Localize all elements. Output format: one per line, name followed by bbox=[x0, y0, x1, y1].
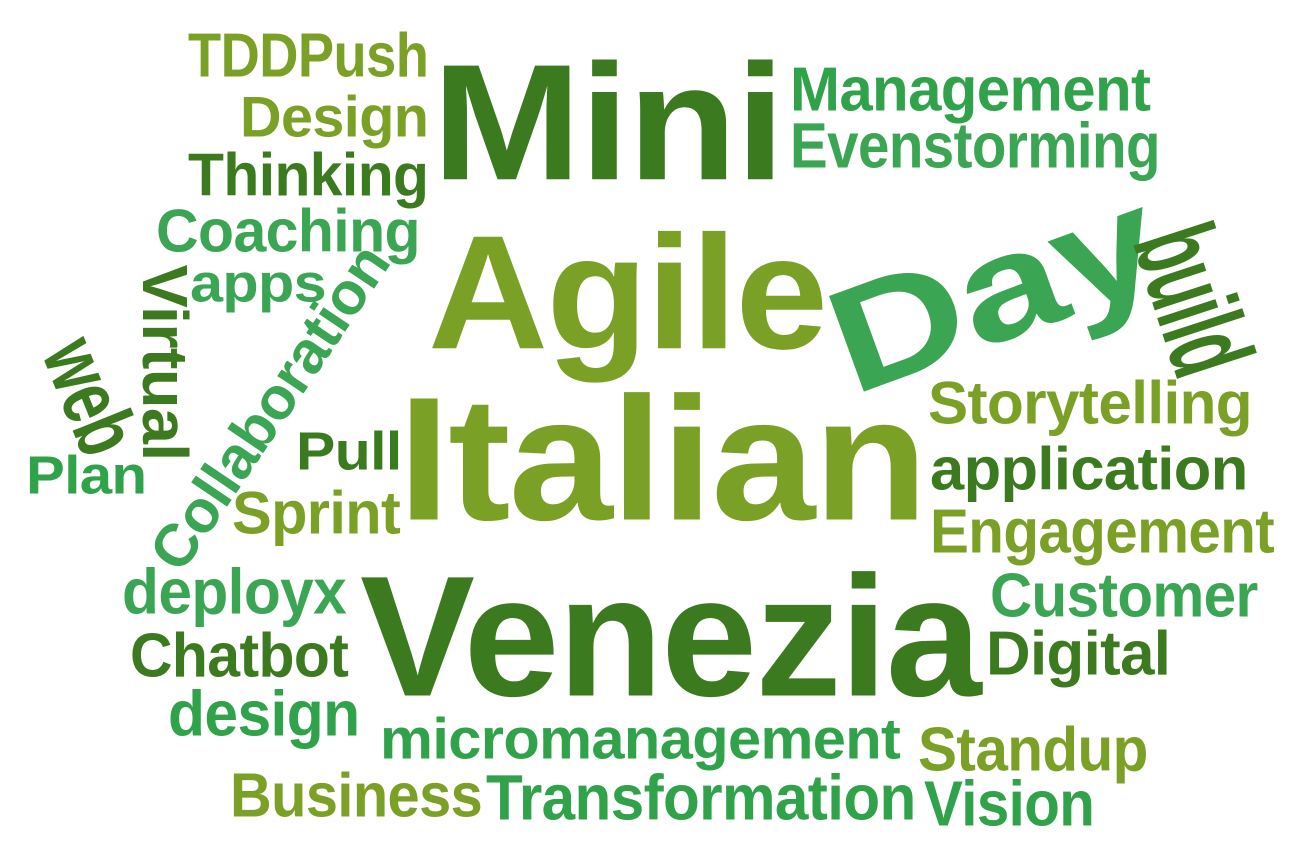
word-design1: Design bbox=[240, 84, 429, 149]
word-mini: Mini bbox=[432, 29, 785, 215]
word-evenstorming: Evenstorming bbox=[790, 110, 1161, 182]
word-business: Business bbox=[230, 760, 483, 830]
word-storytelling: Storytelling bbox=[928, 370, 1253, 437]
word-vision: Vision bbox=[924, 768, 1095, 840]
word-pull: Pull bbox=[296, 422, 402, 482]
word-management: Management bbox=[790, 54, 1151, 124]
word-design2: design bbox=[168, 678, 360, 750]
word-standup: Standup bbox=[918, 714, 1148, 784]
word-venezia: Venezia bbox=[360, 541, 982, 733]
word-coaching: Coaching bbox=[156, 198, 421, 265]
word-transformation: Transformation bbox=[486, 762, 916, 834]
word-digital: Digital bbox=[986, 618, 1171, 688]
word-micromanagement: micromanagement bbox=[380, 706, 901, 771]
word-engagement: Engagement bbox=[930, 496, 1275, 566]
word-sprint: Sprint bbox=[232, 480, 401, 547]
word-application: application bbox=[930, 436, 1248, 503]
word-deployx: deployx bbox=[122, 556, 347, 628]
word-thinking: Thinking bbox=[188, 142, 429, 209]
word-tddpush: TDDPush bbox=[188, 20, 429, 90]
word-customer: Customer bbox=[990, 560, 1258, 630]
word-chatbot: Chatbot bbox=[130, 620, 349, 690]
word-italian: Italian bbox=[398, 361, 928, 558]
word-apps: apps bbox=[190, 254, 327, 314]
word-agile: Agile bbox=[428, 202, 828, 384]
word-plan: Plan bbox=[26, 446, 147, 506]
